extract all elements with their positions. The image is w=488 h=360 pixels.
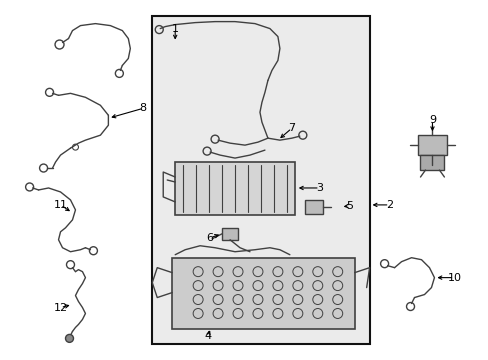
Text: 12: 12 [53, 302, 67, 312]
Text: 5: 5 [346, 201, 352, 211]
Bar [304, 200, 322, 214]
Text: 1: 1 [171, 24, 178, 33]
Bar [152, 15, 369, 345]
Bar [420, 155, 444, 170]
Circle shape [65, 334, 73, 342]
Text: 9: 9 [428, 115, 435, 125]
Text: 2: 2 [385, 200, 392, 210]
Text: 10: 10 [447, 273, 461, 283]
Bar [172, 258, 354, 329]
Text: 8: 8 [140, 103, 146, 113]
Text: 7: 7 [288, 123, 295, 133]
Bar [175, 162, 294, 215]
Bar [417, 135, 447, 155]
Text: 11: 11 [53, 200, 67, 210]
Bar [222, 228, 238, 240]
Text: 3: 3 [316, 183, 323, 193]
Text: 4: 4 [204, 332, 211, 341]
Text: 6: 6 [206, 233, 213, 243]
